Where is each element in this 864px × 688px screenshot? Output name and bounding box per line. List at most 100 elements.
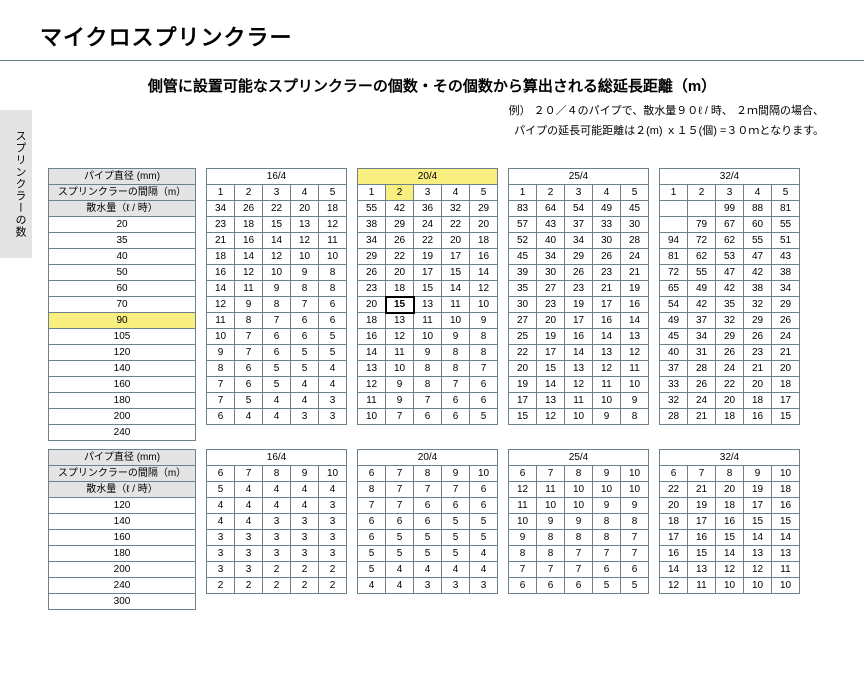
- data-cell: 12: [744, 562, 772, 578]
- data-cell: 26: [565, 265, 593, 281]
- data-cell: 42: [716, 281, 744, 297]
- data-cell: [688, 201, 716, 217]
- data-cell: 29: [744, 313, 772, 329]
- data-cell: 81: [772, 201, 800, 217]
- data-cell: 57: [509, 217, 537, 233]
- data-cell: 3: [207, 562, 235, 578]
- data-cell: 13: [386, 313, 414, 329]
- spacing-col: 6: [207, 466, 235, 482]
- data-cell: 4: [319, 361, 347, 377]
- data-cell: 32: [442, 201, 470, 217]
- example-line-2: パイプの延長可能距離は２(m) ｘ１５(個) =３０ｍとなります。: [0, 122, 824, 138]
- data-cell: 16: [235, 233, 263, 249]
- data-cell: 14: [235, 249, 263, 265]
- data-cell: 8: [442, 361, 470, 377]
- data-cell: 3: [442, 578, 470, 594]
- data-cell: 15: [772, 514, 800, 530]
- data-cell: 10: [442, 313, 470, 329]
- data-cell: 60: [744, 217, 772, 233]
- data-cell: 20: [716, 482, 744, 498]
- data-cell: 4: [386, 562, 414, 578]
- data-cell: 6: [537, 578, 565, 594]
- data-cell: 43: [772, 249, 800, 265]
- data-cell: 15: [537, 361, 565, 377]
- data-cell: 19: [744, 482, 772, 498]
- data-cell: 7: [565, 562, 593, 578]
- data-cell: 12: [509, 482, 537, 498]
- data-cell: 5: [470, 514, 498, 530]
- data-cell: 16: [772, 498, 800, 514]
- data-cell: 7: [386, 498, 414, 514]
- data-cell: 5: [291, 361, 319, 377]
- data-cell: 22: [263, 201, 291, 217]
- spacing-col: 2: [235, 185, 263, 201]
- data-cell: 9: [386, 377, 414, 393]
- data-cell: 7: [621, 530, 649, 546]
- data-cell: 3: [263, 514, 291, 530]
- data-cell: 13: [593, 345, 621, 361]
- data-cell: 5: [358, 546, 386, 562]
- data-cell: 12: [319, 217, 347, 233]
- data-cell: 88: [744, 201, 772, 217]
- data-cell: 15: [386, 297, 414, 313]
- data-cell: 3: [235, 562, 263, 578]
- data-cell: 2: [263, 562, 291, 578]
- spacing-col: 4: [442, 185, 470, 201]
- data-cell: 40: [660, 345, 688, 361]
- data-cell: 4: [386, 578, 414, 594]
- data-cell: 21: [688, 482, 716, 498]
- data-cell: 22: [442, 217, 470, 233]
- data-cell: 10: [470, 297, 498, 313]
- data-cell: 18: [470, 233, 498, 249]
- data-cell: 24: [414, 217, 442, 233]
- flow-value: 70: [49, 297, 196, 313]
- data-cell: 16: [470, 249, 498, 265]
- data-cell: 24: [716, 361, 744, 377]
- data-cell: 3: [414, 578, 442, 594]
- data-cell: 72: [688, 233, 716, 249]
- spacing-col: 3: [263, 185, 291, 201]
- data-cell: 67: [716, 217, 744, 233]
- data-cell: 3: [207, 546, 235, 562]
- data-cell: 55: [744, 233, 772, 249]
- pipe-header: 16/4: [207, 169, 347, 185]
- data-cell: 37: [660, 361, 688, 377]
- rowhead-flow: 散水量（ℓ / 時）: [49, 201, 196, 217]
- data-cell: 5: [235, 393, 263, 409]
- data-cell: 30: [621, 217, 649, 233]
- data-cell: 52: [509, 233, 537, 249]
- data-cell: 20: [386, 265, 414, 281]
- spacing-col: 1: [207, 185, 235, 201]
- data-cell: 7: [414, 393, 442, 409]
- data-cell: 2: [319, 578, 347, 594]
- data-cell: 23: [565, 281, 593, 297]
- data-cell: 7: [442, 377, 470, 393]
- data-cell: 4: [442, 562, 470, 578]
- spacing-col: 9: [744, 466, 772, 482]
- data-cell: 30: [593, 233, 621, 249]
- data-cell: 11: [772, 562, 800, 578]
- data-cell: 6: [207, 409, 235, 425]
- data-cell: 4: [319, 377, 347, 393]
- data-cell: 15: [509, 409, 537, 425]
- data-cell: 4: [291, 377, 319, 393]
- tables-block: パイプ直径 (mm)スプリンクラーの間隔（m）散水量（ℓ / 時）2035405…: [48, 168, 864, 441]
- data-cell: 4: [235, 482, 263, 498]
- data-cell: 6: [386, 514, 414, 530]
- data-cell: 42: [386, 201, 414, 217]
- rowhead-spacing: スプリンクラーの間隔（m）: [49, 185, 196, 201]
- data-cell: 94: [660, 233, 688, 249]
- rowhead-table: パイプ直径 (mm)スプリンクラーの間隔（m）散水量（ℓ / 時）2035405…: [48, 168, 196, 441]
- data-cell: 8: [414, 377, 442, 393]
- data-cell: 18: [772, 482, 800, 498]
- data-cell: 23: [358, 281, 386, 297]
- data-cell: 20: [772, 361, 800, 377]
- data-cell: 17: [660, 530, 688, 546]
- data-cell: 26: [688, 377, 716, 393]
- data-cell: 10: [744, 578, 772, 594]
- data-cell: 14: [772, 530, 800, 546]
- data-cell: 3: [319, 530, 347, 546]
- data-cell: 6: [442, 498, 470, 514]
- data-cell: 10: [621, 377, 649, 393]
- data-cell: 8: [291, 281, 319, 297]
